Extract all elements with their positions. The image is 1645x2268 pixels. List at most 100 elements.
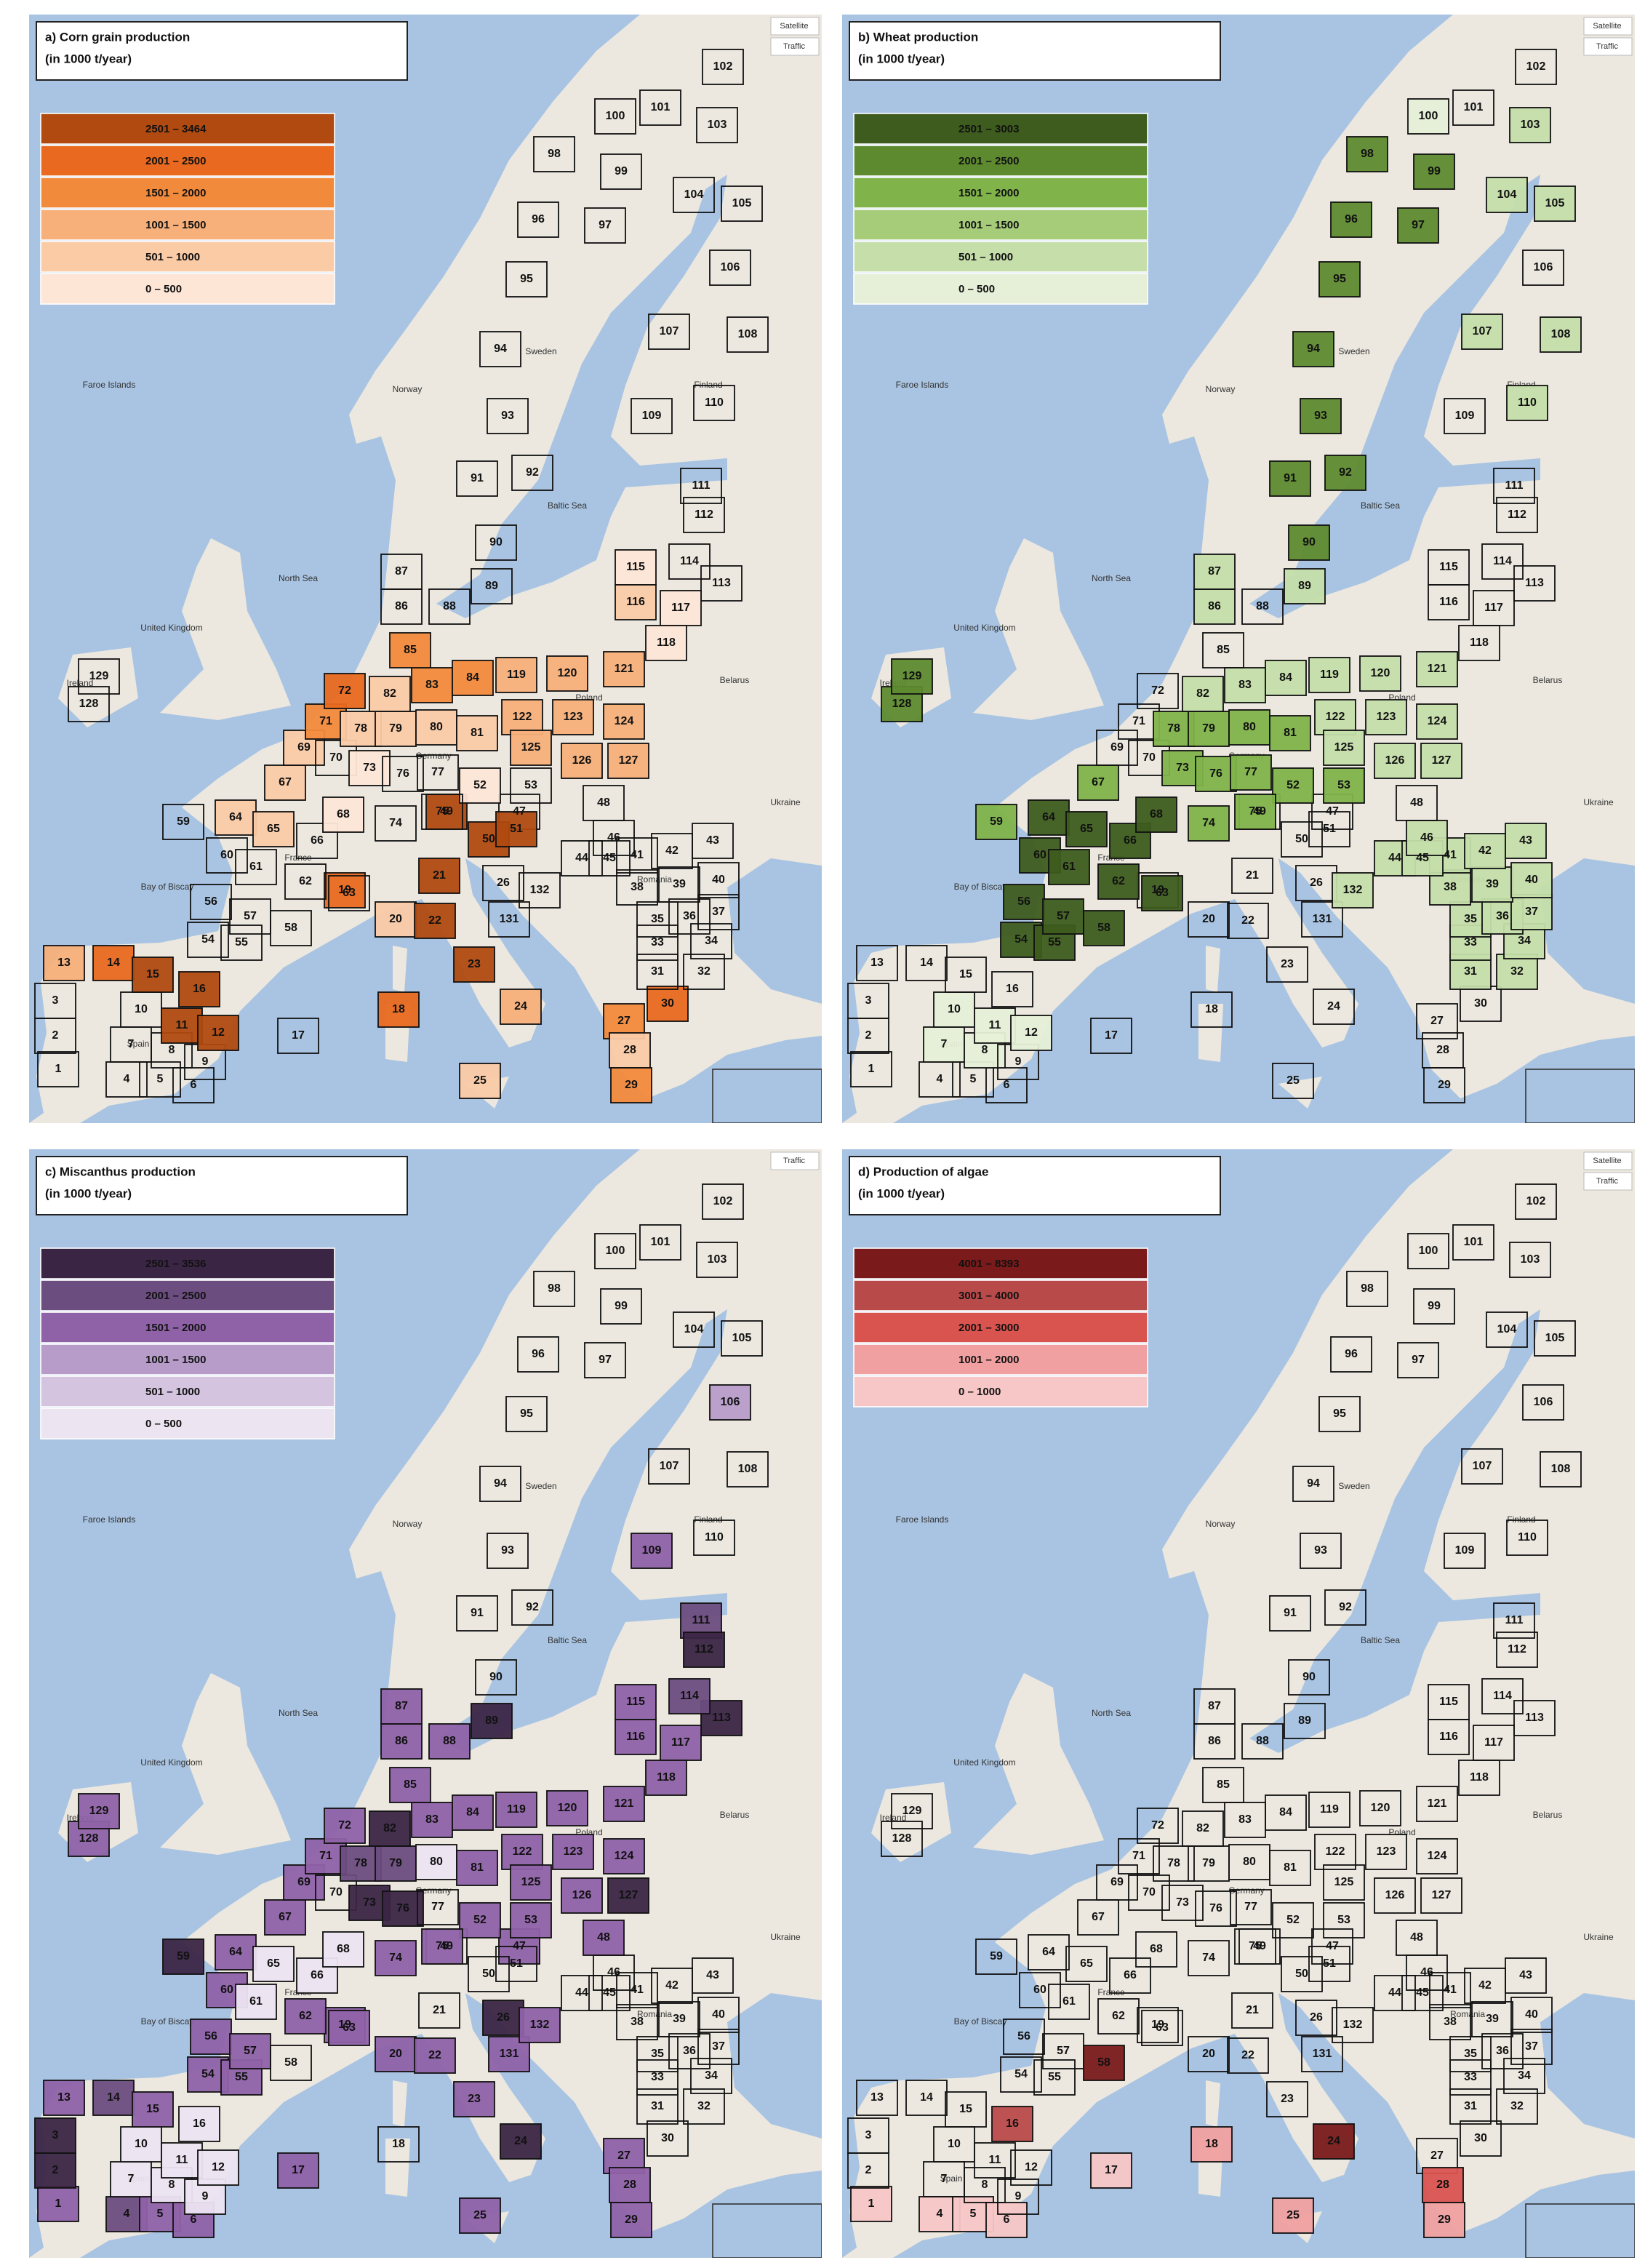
place-label: Belarus <box>1533 1810 1563 1820</box>
region <box>985 2202 1028 2238</box>
region-label: 31 <box>1464 2100 1477 2112</box>
region <box>668 543 711 580</box>
region-label: 76 <box>396 767 409 780</box>
region-label: 49 <box>440 805 453 818</box>
region <box>668 1678 711 1714</box>
region <box>92 2080 135 2116</box>
region-label: 41 <box>631 1984 644 1996</box>
region-label: 14 <box>920 957 933 969</box>
region-label: 72 <box>1151 684 1164 697</box>
region-label: 121 <box>615 663 634 675</box>
region <box>380 554 423 590</box>
region-label: 82 <box>1196 1822 1209 1834</box>
legend-swatch <box>40 177 335 209</box>
region <box>905 2080 948 2116</box>
region-label: 35 <box>1464 2048 1477 2060</box>
region-label: 18 <box>392 2138 405 2150</box>
region <box>1346 136 1388 172</box>
map-button-label: Satellite <box>1593 22 1621 31</box>
region <box>905 945 948 981</box>
map-button[interactable] <box>1583 1172 1633 1191</box>
region-label: 94 <box>1307 1477 1320 1490</box>
region-label: 16 <box>1006 983 1019 995</box>
region <box>456 1850 498 1886</box>
region-label: 61 <box>249 1995 263 2008</box>
region-label: 73 <box>363 762 376 774</box>
region-label: 60 <box>1033 849 1046 861</box>
region <box>296 823 338 859</box>
sea <box>1249 175 1540 618</box>
region <box>1496 954 1538 990</box>
region <box>1510 862 1553 898</box>
region-label: 90 <box>489 536 503 548</box>
legend-label: 2001 – 2500 <box>145 155 206 167</box>
region <box>380 1723 423 1760</box>
region-label: 3 <box>52 994 59 1007</box>
map-button[interactable] <box>770 37 820 56</box>
region <box>891 1793 933 1829</box>
region-label: 39 <box>673 2013 686 2025</box>
region-label: 59 <box>177 1950 190 1962</box>
region-label: 71 <box>1132 1850 1145 1862</box>
region-label: 69 <box>1110 1876 1124 1888</box>
region <box>1407 1233 1449 1269</box>
region-label: 125 <box>521 741 541 754</box>
region-label: 58 <box>1097 922 1110 934</box>
region-label: 107 <box>660 1460 679 1472</box>
region-label: 102 <box>1526 60 1546 73</box>
region-label: 104 <box>684 1323 704 1335</box>
legend-label: 2001 – 2500 <box>958 155 1019 167</box>
region-label: 129 <box>902 670 922 682</box>
region <box>418 1992 460 2029</box>
region-label: 54 <box>201 2068 215 2080</box>
region-label: 110 <box>705 1531 724 1544</box>
region-label: 100 <box>1419 1245 1438 1257</box>
region-label: 36 <box>683 910 696 922</box>
region <box>1540 1451 1582 1488</box>
region-label: 22 <box>428 914 441 927</box>
region <box>452 1794 494 1831</box>
map-button[interactable] <box>1583 1151 1633 1170</box>
region-label: 29 <box>625 2213 638 2226</box>
region <box>594 98 636 135</box>
map-button[interactable] <box>770 17 820 36</box>
region <box>1301 2036 1343 2072</box>
region-label: 27 <box>1430 2149 1444 2162</box>
region-label: 109 <box>642 410 662 422</box>
region <box>1284 568 1326 604</box>
map-button[interactable] <box>1583 17 1633 36</box>
map-button[interactable] <box>770 1151 820 1170</box>
region <box>43 2080 85 2116</box>
region-label: 74 <box>1202 817 1215 829</box>
region-label: 41 <box>1444 1984 1457 1996</box>
region <box>68 686 110 722</box>
region <box>1188 805 1230 842</box>
place-label: Belarus <box>1533 675 1563 685</box>
region <box>380 1688 423 1725</box>
legend-swatch <box>40 209 335 241</box>
region <box>369 1810 411 1847</box>
region-label: 53 <box>1337 1914 1350 1926</box>
region <box>1374 1975 1416 2011</box>
region <box>382 756 424 792</box>
legend-swatch <box>853 273 1148 305</box>
region <box>1449 2059 1492 2096</box>
region <box>495 1792 537 1828</box>
map-button[interactable] <box>1583 37 1633 56</box>
region-label: 46 <box>1420 831 1433 844</box>
region <box>693 385 735 421</box>
region-label: 48 <box>1410 796 1423 809</box>
region-label: 18 <box>392 1003 405 1015</box>
region-label: 86 <box>1208 1735 1221 1747</box>
region <box>172 1067 215 1103</box>
region <box>658 2001 700 2037</box>
region-label: 51 <box>510 823 523 835</box>
region <box>1272 2197 1314 2234</box>
title-box <box>36 1156 408 1215</box>
region-label: 38 <box>631 881 644 893</box>
region-label: 46 <box>1420 1966 1433 1978</box>
region-label: 22 <box>428 2049 441 2061</box>
region <box>369 676 411 712</box>
region-label: 118 <box>657 1771 676 1784</box>
region <box>479 331 521 367</box>
